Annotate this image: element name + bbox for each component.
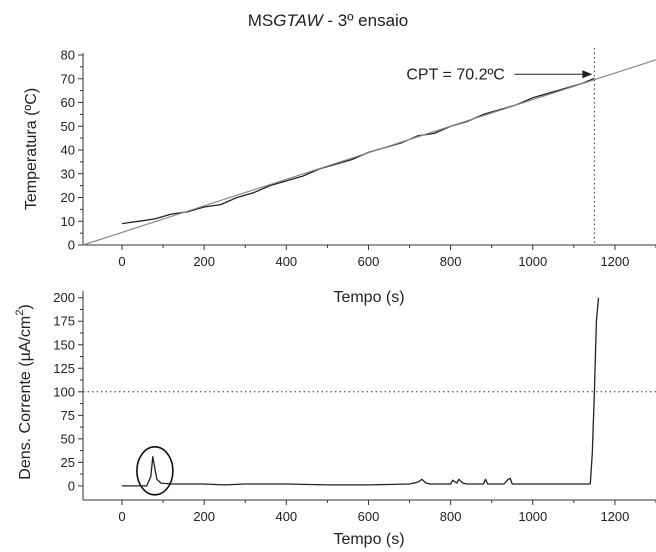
x-tick-label: 800 [440, 254, 462, 269]
x-tick-label: 400 [275, 254, 297, 269]
measured-line [121, 77, 595, 225]
cpt-annotation: CPT = 70.2ºC [406, 66, 504, 83]
y-tick-label: 40 [61, 143, 75, 158]
current-density-chart: Tempo (s) Dens. Corrente (µA/cm2) 0 25 50 7… [14, 290, 656, 548]
bottom-x-axis-label: Tempo (s) [333, 531, 404, 548]
y-tick-label: 20 [61, 190, 75, 205]
y-tick-label: 25 [61, 455, 75, 470]
top-y-axis-label: Temperatura (ºC) [23, 88, 40, 210]
y-tick-label: 10 [61, 214, 75, 229]
x-tick-label: 1000 [518, 254, 547, 269]
top-x-axis-label: Tempo (s) [333, 289, 404, 306]
y-tick-label: 80 [61, 48, 75, 63]
x-tick-label: 800 [440, 509, 462, 524]
y-tick-label: 125 [53, 361, 75, 376]
y-tick-label: 100 [53, 384, 75, 399]
x-tick-label: 400 [275, 509, 297, 524]
y-tick-label: 50 [61, 119, 75, 134]
x-tick-label: 1000 [518, 509, 547, 524]
y-tick-label: 60 [61, 95, 75, 110]
x-tick-label: 0 [118, 509, 125, 524]
y-tick-label: 75 [61, 408, 75, 423]
x-tick-label: 0 [118, 254, 125, 269]
figure-title: MSGTAW - 3º ensaio [248, 11, 409, 30]
measured-line [122, 297, 600, 487]
temperature-chart: Tempo (s) Temperatura (ºC) 0 10 20 30 40 50 60… [23, 48, 656, 306]
bottom-y-axis-label: Dens. Corrente (µA/cm2) [14, 304, 34, 479]
cpt-arrow-head [582, 70, 593, 79]
y-tick-label: 70 [61, 71, 75, 86]
y-tick-label: 0 [68, 478, 75, 493]
y-tick-label: 50 [61, 431, 75, 446]
y-tick-label: 150 [53, 337, 75, 352]
x-tick-label: 600 [358, 509, 380, 524]
y-tick-label: 30 [61, 166, 75, 181]
peak-circle-marker [136, 446, 174, 496]
x-tick-label: 200 [193, 254, 215, 269]
y-tick-label: 0 [68, 238, 75, 253]
y-tick-label: 175 [53, 314, 75, 329]
x-tick-label: 200 [193, 509, 215, 524]
y-tick-label: 200 [53, 290, 75, 305]
x-tick-label: 600 [358, 254, 380, 269]
x-tick-label: 1200 [600, 254, 629, 269]
fit-line [82, 59, 656, 246]
x-tick-label: 1200 [600, 509, 629, 524]
